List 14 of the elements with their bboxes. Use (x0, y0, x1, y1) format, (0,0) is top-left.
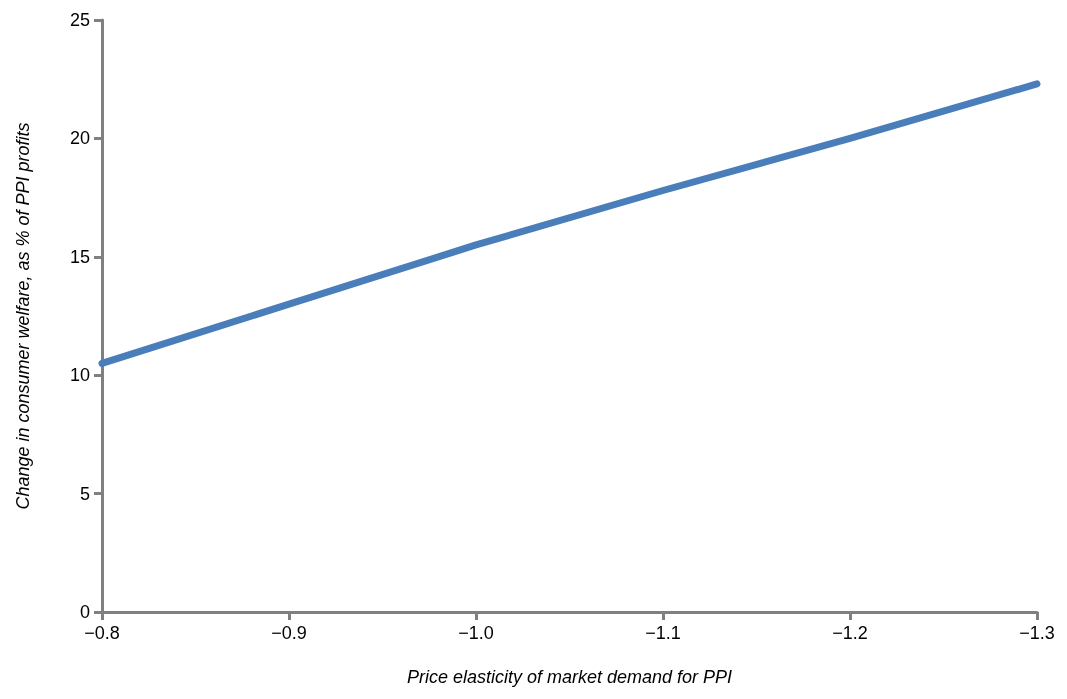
x-tick-label: −0.8 (84, 623, 120, 643)
y-tick-label: 15 (69, 246, 90, 267)
y-tick-label: 20 (69, 128, 90, 149)
x-tick-label: −1.0 (458, 623, 494, 643)
x-axis-title: Price elasticity of market demand for PPI (406, 667, 733, 687)
x-tick-label: −0.9 (271, 623, 307, 643)
x-tick-label: −1.3 (1019, 623, 1055, 643)
y-tick-label: 5 (79, 483, 90, 504)
y-tick-label: 10 (69, 365, 90, 386)
y-tick-label: 25 (69, 10, 90, 30)
y-axis-title: Change in consumer welfare, as % of PPI profits (13, 122, 33, 510)
y-tick-label: 0 (79, 602, 90, 622)
x-tick-label: −1.1 (645, 623, 681, 643)
x-tick-label: −1.2 (832, 623, 868, 643)
